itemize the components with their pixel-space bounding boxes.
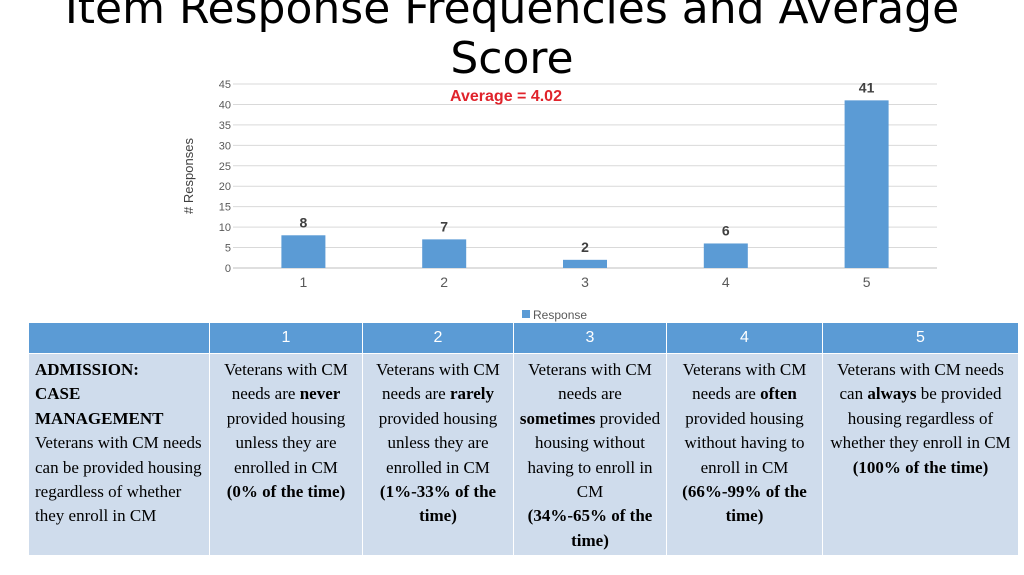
cell-2-bold: rarely xyxy=(449,384,495,404)
cell-4-pct: (66%-99% of the time) xyxy=(682,482,807,526)
table-header-3: 3 xyxy=(513,322,667,354)
table-cell-4: Veterans with CM needs are often provide… xyxy=(666,352,823,557)
table-cell-1: Veterans with CM needs are never provide… xyxy=(209,352,363,557)
data-label: 2 xyxy=(581,239,589,255)
cell-3-bold: sometimes xyxy=(519,408,596,428)
cell-3-pct: (34%-65% of the time) xyxy=(527,506,653,550)
cell-1-pre: Veterans with CM needs are xyxy=(224,360,348,404)
average-annotation: Average = 4.02 xyxy=(450,88,562,105)
y-tick-label: 25 xyxy=(219,161,231,173)
table-header-1: 1 xyxy=(209,322,363,354)
cell-5-pre: Veterans with CM needs can xyxy=(837,360,1004,404)
table-header-empty xyxy=(28,322,210,354)
cell-5-post: be provided housing regardless of whethe… xyxy=(830,384,1011,453)
bar xyxy=(844,100,889,268)
cell-4-post: provided housing without having to enrol… xyxy=(684,408,805,477)
cell-2-pre: Veterans with CM needs are xyxy=(376,360,500,404)
row-head-line1: ADMISSION: xyxy=(35,360,139,379)
y-tick-label: 45 xyxy=(219,79,231,91)
cell-3-post: provided housing without having to enrol… xyxy=(527,408,661,502)
row-header-cell: ADMISSION: CASE MANAGEMENT Veterans with C… xyxy=(28,352,210,557)
cell-2-post: provided housing unless they are enrolle… xyxy=(378,408,498,477)
data-label: 7 xyxy=(440,218,448,234)
table-cell-2: Veterans with CM needs are rarely provid… xyxy=(362,352,514,557)
bar xyxy=(281,235,326,268)
bar xyxy=(703,243,748,268)
cell-5-bold: always xyxy=(867,384,917,404)
y-tick-label: 40 xyxy=(219,99,231,111)
y-tick-label: 20 xyxy=(219,181,231,193)
y-tick-label: 5 xyxy=(225,243,231,255)
bar xyxy=(563,259,607,268)
y-tick-label: 30 xyxy=(219,140,231,152)
y-tick-label: 10 xyxy=(219,222,231,234)
y-tick-label: 35 xyxy=(219,120,231,132)
table-row: ADMISSION: CASE MANAGEMENT Veterans with C… xyxy=(28,352,1019,557)
y-tick-label: 15 xyxy=(219,202,231,214)
table-header-5: 5 xyxy=(822,322,1019,354)
row-head-line2: CASE MANAGEMENT xyxy=(35,384,164,428)
x-tick-label: 1 xyxy=(300,274,308,290)
cell-1-post: provided housing unless they are enrolle… xyxy=(226,408,346,477)
bar xyxy=(422,239,467,268)
response-bar-chart: 0 5 10 15 20 25 30 35 40 45 # Responses 8 1 7 2 2 3 6 4 41 5… xyxy=(181,79,937,322)
data-label: 6 xyxy=(722,222,730,238)
y-axis-title: # Responses xyxy=(181,138,196,214)
table-header-row: 1 2 3 4 5 xyxy=(28,322,1019,354)
table-cell-3: Veterans with CM needs are sometimes pro… xyxy=(513,352,667,557)
cell-2-pct: (1%-33% of the time) xyxy=(379,482,497,526)
table-header-2: 2 xyxy=(362,322,514,354)
cell-4-pre: Veterans with CM needs are xyxy=(682,360,807,404)
cell-1-pct: (0% of the time) xyxy=(226,482,346,502)
rating-scale-table: 1 2 3 4 5 ADMISSION: CASE MANAGEMENT Veter… xyxy=(28,322,1019,557)
data-label: 8 xyxy=(300,214,308,230)
x-tick-label: 4 xyxy=(722,274,730,290)
cell-5-pct: (100% of the time) xyxy=(852,457,989,477)
cell-1-bold: never xyxy=(299,384,341,404)
legend-label: Response xyxy=(533,308,587,322)
cell-3-pre: Veterans with CM needs are xyxy=(528,360,652,404)
y-tick-label: 0 xyxy=(225,263,231,275)
slide-title: Item Response Frequencies and Average Sc… xyxy=(64,0,960,84)
table-cell-5: Veterans with CM needs can always be pro… xyxy=(822,352,1019,557)
x-tick-label: 2 xyxy=(440,274,448,290)
data-label: 41 xyxy=(859,79,875,95)
x-tick-label: 5 xyxy=(863,274,871,290)
row-head-body: Veterans with CM needs can be provided h… xyxy=(35,433,202,526)
legend-swatch xyxy=(522,310,530,318)
x-tick-label: 3 xyxy=(581,274,589,290)
table-header-4: 4 xyxy=(666,322,823,354)
cell-4-bold: often xyxy=(760,384,797,404)
